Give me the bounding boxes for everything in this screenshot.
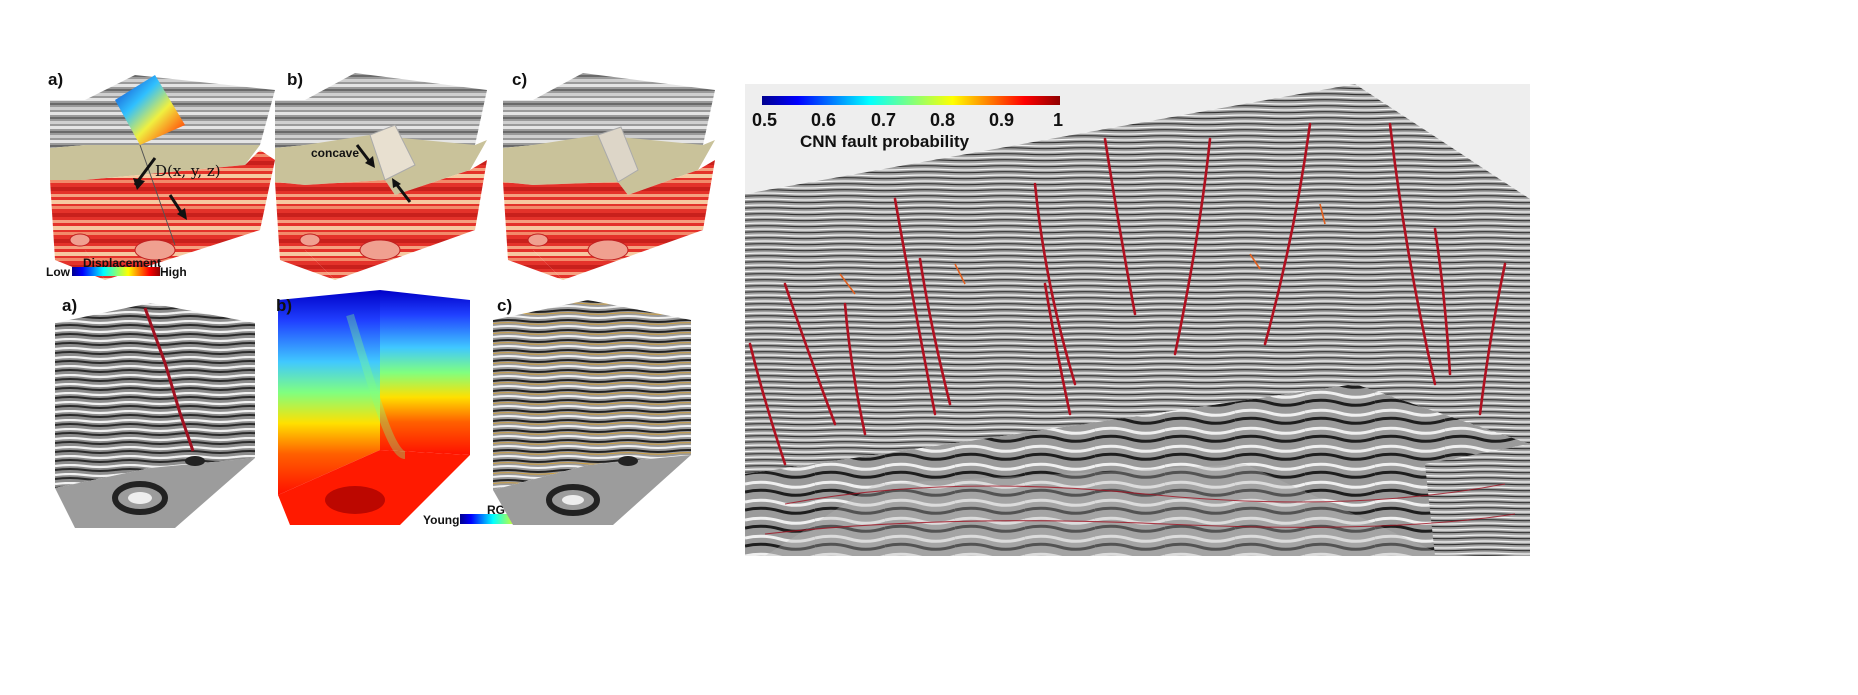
displacement-colorbar-low: Low xyxy=(46,265,70,279)
rgt-colorbar-young: Young xyxy=(423,513,460,527)
cnn-colorbar xyxy=(762,96,1060,105)
cnn-colorbar-tick-1: 1 xyxy=(1053,110,1064,130)
top-panel-b-label: b) xyxy=(287,70,304,89)
bottom-panel-b-label: b) xyxy=(276,296,293,315)
displacement-colorbar-title: Displacement xyxy=(83,256,162,270)
displacement-colorbar-high: High xyxy=(160,265,187,279)
cnn-colorbar-tick-0.8: 0.8 xyxy=(930,110,956,130)
cnn-colorbar-tick-0.5: 0.5 xyxy=(752,110,778,130)
displacement-colorbar xyxy=(72,267,160,276)
bottom-panel-c-label: c) xyxy=(497,296,513,315)
block-model-c xyxy=(503,73,715,280)
cnn-colorbar-tick-0.9: 0.9 xyxy=(989,110,1015,130)
concave-annotation: concave xyxy=(311,146,360,160)
block-model-b xyxy=(275,73,487,280)
seismic-volume-a xyxy=(55,303,255,528)
cnn-colorbar-title: CNN fault probability xyxy=(800,132,970,151)
cnn-fault-volume xyxy=(745,84,1530,556)
bottom-panel-a-label: a) xyxy=(62,296,78,315)
block-model-a xyxy=(50,75,275,280)
top-panel-c-label: c) xyxy=(512,70,528,89)
top-panel-a-label: a) xyxy=(48,70,64,89)
displacement-function-label: D(x, y, z) xyxy=(155,162,221,180)
seismic-horizons-c xyxy=(493,300,691,525)
rgt-volume-b xyxy=(278,290,470,525)
cnn-colorbar-tick-0.7: 0.7 xyxy=(871,110,897,130)
cnn-colorbar-tick-0.6: 0.6 xyxy=(811,110,837,130)
rgt-colorbar xyxy=(460,514,552,524)
